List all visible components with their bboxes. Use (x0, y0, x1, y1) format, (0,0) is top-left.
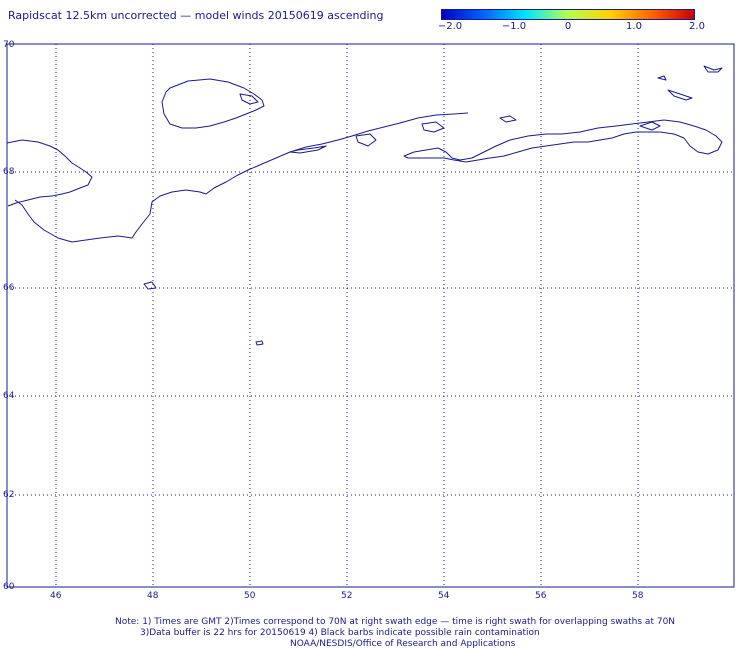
longitude-label: 52 (341, 591, 353, 601)
colorbar-tick-label: 0 (564, 21, 572, 32)
longitude-label: 48 (147, 591, 159, 601)
longitude-label: 56 (535, 591, 547, 601)
coastline-inlet (289, 145, 327, 154)
latitude-label: 64 (3, 391, 15, 401)
colorbar-tick-label: −2.0 (437, 21, 463, 32)
colorbar-tick-label: −1.0 (501, 21, 527, 32)
coastline-kolguyev-island (161, 78, 265, 129)
map-frame (6, 43, 735, 588)
coastline-pechora-bay (403, 119, 723, 163)
coastline-pechora-coast (205, 112, 469, 195)
coastline-island-small-3 (255, 340, 264, 346)
longitude-gridlines (55, 44, 639, 587)
footnote-line-1: Note: 1) Times are GMT 2)Times correspon… (115, 617, 676, 627)
longitude-label: 46 (50, 591, 62, 601)
coastline-island-small-2 (143, 281, 157, 290)
latitude-gridlines (7, 171, 734, 496)
coastline-mainland-west (6, 139, 207, 243)
coastline-island-small-9 (421, 121, 445, 133)
coastline-island-small-5 (667, 89, 693, 101)
coastline-island-small-10 (499, 115, 517, 123)
colorbar-tick-label: 2.0 (689, 21, 705, 32)
coastline-island-small-6 (703, 65, 723, 73)
latitude-label: 70 (3, 40, 15, 50)
footnote-credit: NOAA/NESDIS/Office of Research and Appli… (290, 639, 516, 649)
colorbar-tick-label: 1.0 (626, 21, 642, 32)
latitude-label: 68 (3, 167, 15, 177)
latitude-label: 66 (3, 283, 15, 293)
coastline-island-small-7 (657, 75, 667, 81)
coastlines (6, 65, 723, 346)
longitude-label: 54 (438, 591, 450, 601)
latitude-label: 62 (3, 490, 15, 500)
chart-title: Rapidscat 12.5km uncorrected — model win… (8, 9, 384, 22)
color-scale-bar (441, 9, 695, 20)
latitude-label: 60 (3, 582, 15, 592)
longitude-label: 58 (632, 591, 644, 601)
footnote-line-2: 3)Data buffer is 22 hrs for 20150619 4) … (140, 628, 540, 638)
coastline-island-small-8 (355, 133, 377, 147)
longitude-label: 50 (244, 591, 256, 601)
coastline-island-small-4 (639, 121, 661, 131)
coastline-island-small-1 (239, 93, 259, 105)
